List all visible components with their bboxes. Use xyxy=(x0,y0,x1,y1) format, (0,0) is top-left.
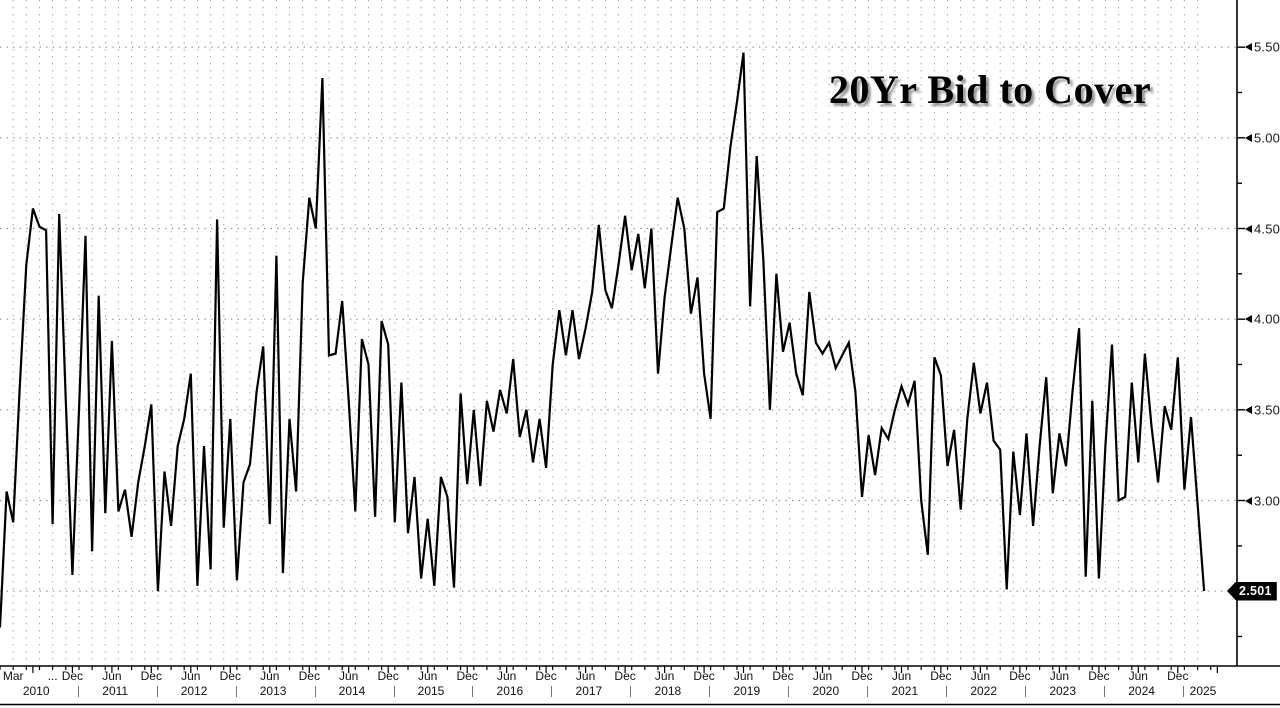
x-axis-month-label: Dec xyxy=(772,669,794,683)
x-axis-month-label: Dec xyxy=(1088,669,1110,683)
y-axis-arrow-icon xyxy=(1245,133,1252,142)
year-separator-icon xyxy=(314,686,316,697)
year-separator-icon xyxy=(867,686,869,697)
chart-title: 20Yr Bid to Cover xyxy=(828,67,1152,112)
x-axis-year-label: 2011 xyxy=(102,684,129,698)
y-axis-arrow-icon xyxy=(1245,315,1252,324)
x-axis-month-label: Dec xyxy=(61,669,84,683)
y-axis-arrow-icon xyxy=(1245,405,1252,414)
y-axis-label: 5.000 xyxy=(1254,130,1280,146)
x-axis-year-label: 2021 xyxy=(891,684,919,698)
last-price-badge: 2.501 xyxy=(1227,581,1277,601)
year-separator-icon xyxy=(472,686,474,697)
x-axis-year-label: 2010 xyxy=(22,684,50,698)
year-separator-icon xyxy=(235,686,237,697)
year-separator-icon xyxy=(1025,686,1027,697)
year-separator-icon xyxy=(393,686,395,697)
x-axis-year-label: 2014 xyxy=(338,684,366,698)
x-axis-month-label: Jun xyxy=(418,669,438,683)
x-axis-year-label: 2018 xyxy=(654,684,682,698)
year-separator-icon xyxy=(630,686,632,697)
x-axis-year-label: 2017 xyxy=(575,684,603,698)
x-axis-year-label: 2020 xyxy=(812,684,840,698)
x-axis-month-label: Jun xyxy=(891,669,912,683)
x-axis-year-label: 2022 xyxy=(970,684,998,698)
x-axis-year-label: 2023 xyxy=(1049,684,1077,698)
x-axis-year-label: 2015 xyxy=(417,684,445,698)
y-axis-label: 3.500 xyxy=(1254,402,1280,418)
x-axis-year-label: 2025 xyxy=(1189,684,1217,698)
x-axis-year-label: 2024 xyxy=(1128,684,1155,698)
x-axis-month-label: Jun xyxy=(654,669,675,683)
x-axis-month-label: Dec xyxy=(219,669,241,683)
x-axis-month-label: Jun xyxy=(970,669,991,683)
x-axis-month-label: Jun xyxy=(339,669,359,683)
x-axis-year-label: 2013 xyxy=(259,684,287,698)
y-axis-label: 4.500 xyxy=(1254,221,1280,236)
x-axis-month-label: Mar xyxy=(2,669,24,683)
year-separator-icon xyxy=(77,686,79,697)
x-axis-month-label: ... xyxy=(47,669,58,683)
year-separator-icon xyxy=(551,686,553,697)
price-line xyxy=(0,52,1206,628)
x-axis-month-label: Dec xyxy=(1167,669,1189,683)
x-axis-month-label: Dec xyxy=(377,669,399,683)
x-axis-month-label: Jun xyxy=(733,669,754,683)
x-axis-month-label: Jun xyxy=(497,669,517,683)
x-axis-month-label: Dec xyxy=(930,669,952,683)
x-axis-month-label: Dec xyxy=(298,669,320,683)
year-separator-icon xyxy=(709,686,711,697)
y-axis-label: 5.500 xyxy=(1254,39,1280,55)
x-axis-month-label: Dec xyxy=(140,669,162,683)
x-axis-month-label: Jun xyxy=(812,669,833,683)
y-axis-arrow-icon xyxy=(1245,496,1252,505)
x-axis-month-label: Dec xyxy=(535,669,557,683)
x-axis-month-label: Jun xyxy=(102,669,122,683)
x-axis-year-label: 2019 xyxy=(733,684,761,698)
x-axis-month-label: Dec xyxy=(1009,669,1031,683)
year-separator-icon xyxy=(946,686,948,697)
year-separator-icon xyxy=(788,686,790,697)
x-axis-month-label: Dec xyxy=(851,669,873,683)
x-axis-month-label: Dec xyxy=(614,669,636,683)
y-axis-arrow-icon xyxy=(1245,43,1252,52)
x-axis-year-label: 2012 xyxy=(180,684,208,698)
x-axis-year-label: 2016 xyxy=(496,684,524,698)
y-axis-label: 3.000 xyxy=(1254,493,1280,508)
year-separator-icon xyxy=(1183,686,1185,697)
x-axis-month-label: Jun xyxy=(181,669,201,683)
x-axis-month-label: Jun xyxy=(575,669,596,683)
x-axis-month-label: Jun xyxy=(1128,669,1148,683)
x-axis-month-label: Jun xyxy=(1049,669,1070,683)
x-axis-month-label: Dec xyxy=(456,669,478,683)
x-axis-month-label: Jun xyxy=(260,669,280,683)
y-axis-arrow-icon xyxy=(1245,224,1252,233)
x-axis-month-label: Dec xyxy=(693,669,715,683)
year-separator-icon xyxy=(156,686,158,697)
y-axis-label: 4.000 xyxy=(1254,311,1280,327)
year-separator-icon xyxy=(1104,686,1106,697)
